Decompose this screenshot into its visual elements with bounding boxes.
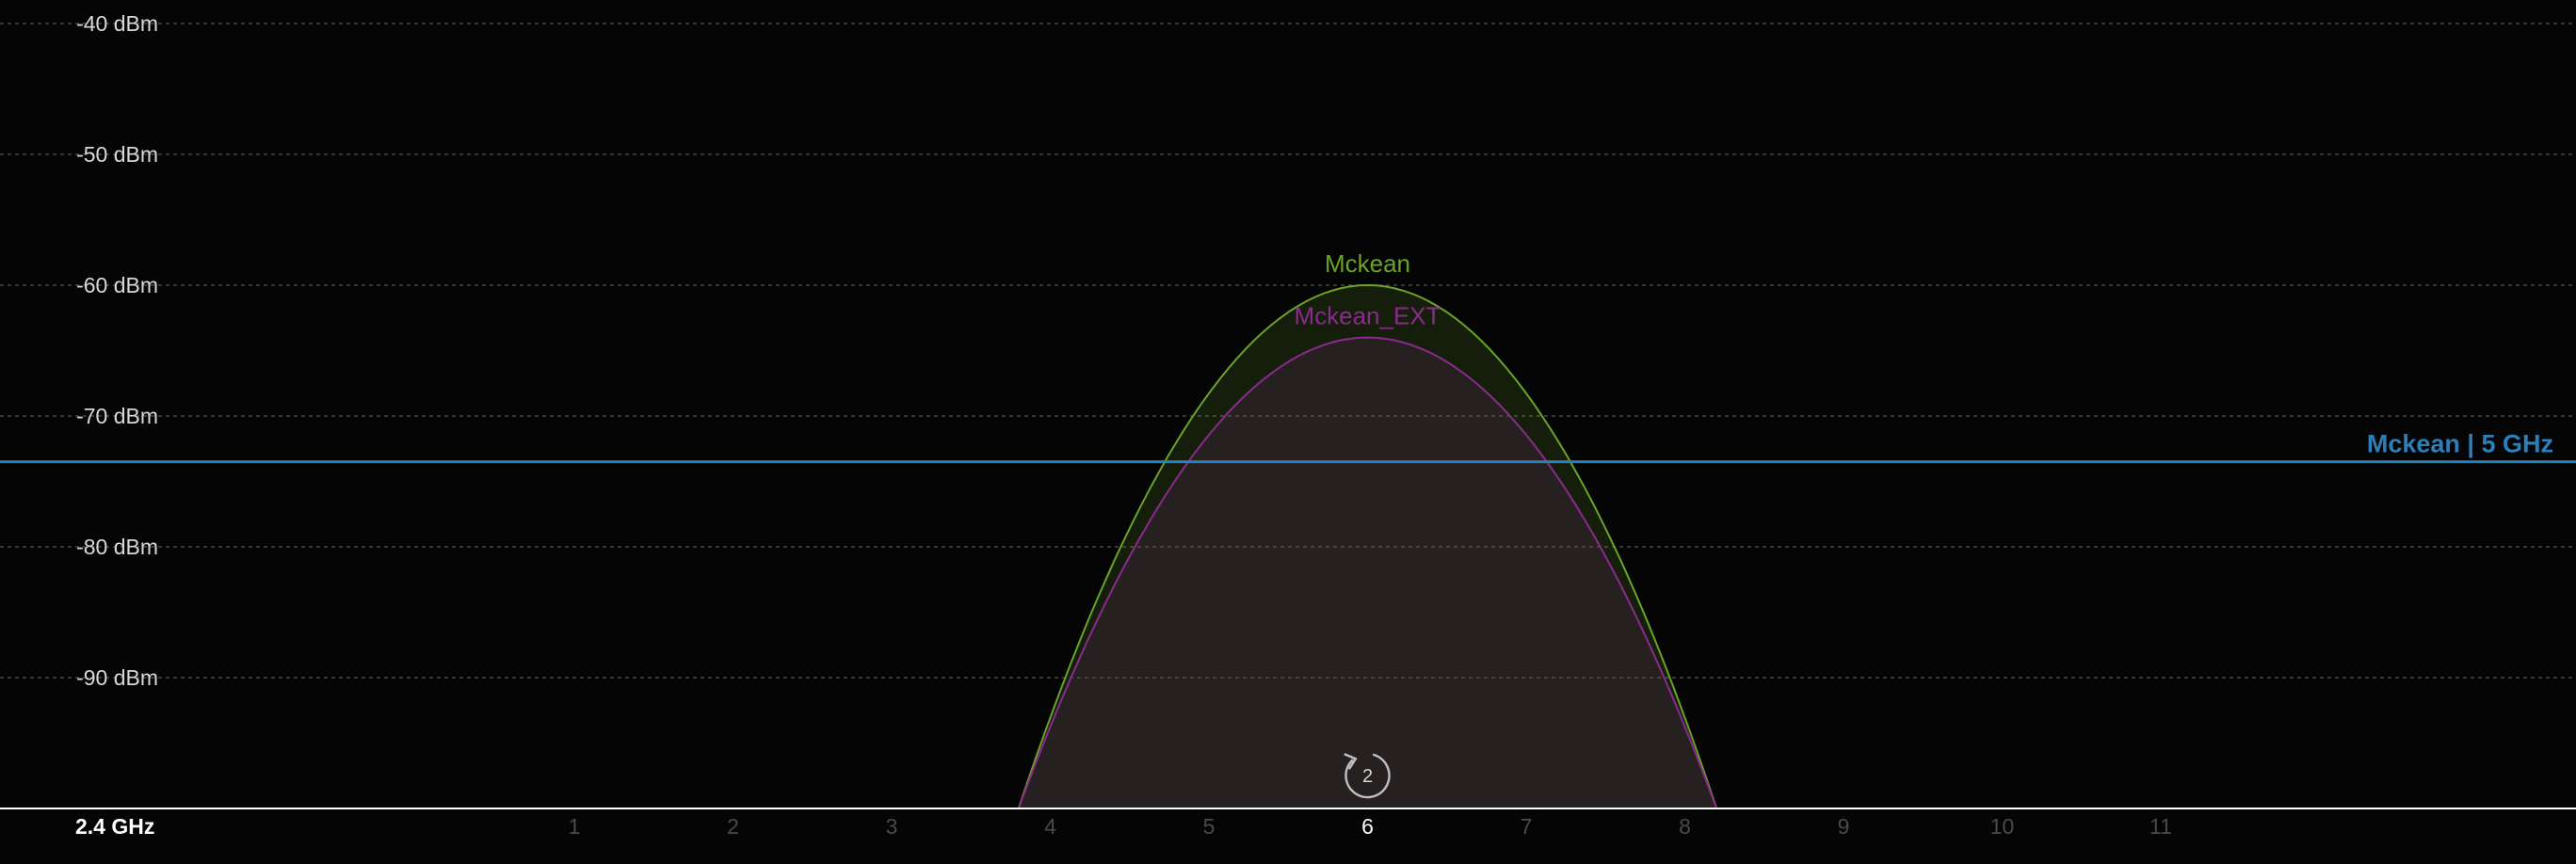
channel-tick-3: 3 [886,814,898,839]
channel-tick-10: 10 [1990,814,2015,839]
y-tick-label: -40 dBm [76,11,158,36]
network-label-mckean_ext: Mckean_EXT [1294,302,1441,330]
channel-tick-9: 9 [1838,814,1850,839]
x-axis: 2.4 GHz 1 2 3 4 5 6 7 8 9 10 11 [0,808,2576,839]
refresh-count: 2 [1362,766,1373,787]
refresh-badge[interactable]: 2 [1344,753,1391,799]
channel-tick-8: 8 [1679,814,1691,839]
network-label-mckean: Mckean [1325,249,1410,278]
network-area-mckean_ext [1017,336,1718,809]
reference-label-5ghz: Mckean | 5 GHz [2367,430,2553,458]
network-areas [1017,283,1718,809]
reference-lines: Mckean | 5 GHz [0,430,2576,464]
channel-tick-4: 4 [1044,814,1056,839]
channel-tick-11: 11 [2149,814,2172,839]
y-tick-label: -80 dBm [76,535,158,559]
network-area-mckean [1017,283,1718,809]
channel-tick-7: 7 [1521,814,1533,839]
channel-tick-5: 5 [1203,814,1216,839]
grid-lines: -40 dBm -50 dBm -60 dBm -70 dBm -80 dBm -90 d… [0,11,2576,690]
band-label: 2.4 GHz [75,814,154,839]
y-tick-label: -90 dBm [76,665,158,690]
y-tick-label: -60 dBm [76,273,158,297]
refresh-icon[interactable] [1344,753,1391,799]
network-labels: Mckean Mckean_EXT [1294,249,1441,330]
channel-tick-1: 1 [569,814,581,839]
channel-tick-2: 2 [727,814,739,839]
refresh-arrowhead-icon [1344,753,1358,770]
y-tick-label: -50 dBm [76,142,158,167]
y-tick-label: -70 dBm [76,404,158,428]
channel-tick-6: 6 [1361,814,1374,839]
